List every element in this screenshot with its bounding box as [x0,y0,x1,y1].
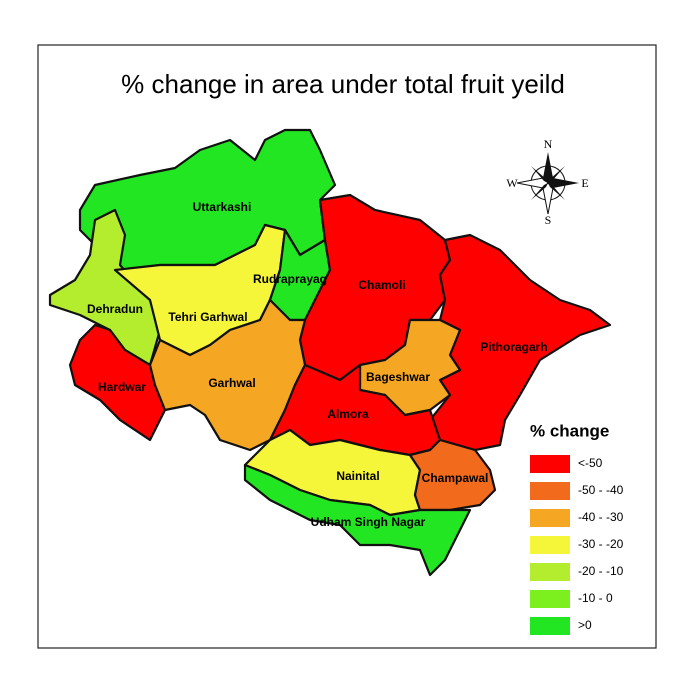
district-label: Almora [327,407,369,421]
compass-point [531,166,548,183]
district-label: Pithoragarh [480,340,547,354]
district-label: Bageshwar [366,370,430,384]
district-label: Uttarkashi [193,200,252,214]
compass-point [548,183,565,200]
district-label: Dehradun [87,302,143,316]
legend-label: <-50 [578,456,603,470]
map-title: % change in area under total fruit yeild [121,69,565,99]
district-label: Hardwar [98,380,146,394]
legend-label: -20 - -10 [578,564,624,578]
compass: N E S W [506,137,588,227]
compass-letter: E [581,176,588,190]
compass-point [531,183,548,200]
district-label: Chamoli [358,278,405,292]
legend-swatch [530,590,570,608]
district-labels: Uttarkashi Dehradun Tehri Garhwal Rudrap… [87,200,548,529]
district-label: Tehri Garhwal [168,310,247,324]
compass-point [548,178,579,188]
compass-point [548,166,565,183]
legend-swatch [530,509,570,527]
legend-swatch [530,617,570,635]
legend-label: -10 - 0 [578,591,613,605]
legend-swatch [530,563,570,581]
legend-swatch [530,455,570,473]
district-label: Udham Singh Nagar [311,515,426,529]
legend-swatch [530,536,570,554]
legend-label: -40 - -30 [578,510,624,524]
district-label: Rudraprayag [253,272,327,286]
district-shape [243,463,472,577]
compass-point [543,152,553,183]
legend-label: -50 - -40 [578,483,624,497]
legend-label: -30 - -20 [578,537,624,551]
compass-letter: S [545,213,552,227]
district-shape [408,438,497,512]
districts [48,128,612,577]
district-label: Champawal [422,471,489,485]
compass-letter: N [544,137,553,151]
legend-title: % change [530,421,609,440]
legend-label: >0 [578,618,592,632]
legend: % change <-50 -50 - -40 -40 - -30 -30 - -20… [530,421,624,635]
district-label: Garhwal [208,376,255,390]
compass-letter: W [506,176,518,190]
legend-swatch [530,482,570,500]
district-label: Nainital [336,469,379,483]
